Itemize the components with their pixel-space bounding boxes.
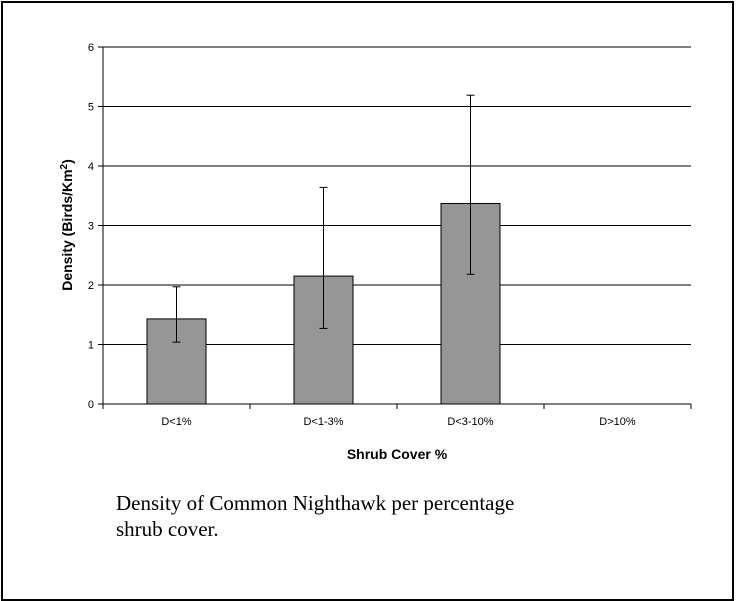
- y-tick-label: 1: [88, 340, 94, 352]
- x-tick-label: D>10%: [599, 416, 636, 428]
- y-axis-title: Density (Birds/Km2): [59, 159, 76, 291]
- y-tick-labels: 0 1 2 3 4 5 6: [88, 42, 94, 411]
- gridlines: [103, 46, 691, 345]
- x-tick-labels: D<1% D<1-3% D<3-10% D>10%: [161, 416, 636, 428]
- y-tick-label: 0: [88, 399, 94, 411]
- x-tick-label: D<3-10%: [447, 416, 493, 428]
- bar-chart: 0 1 2 3 4 5 6 D<1% D<1-3% D<3-10% D>10% Shrub Cov…: [59, 42, 692, 462]
- y-tick-label: 6: [88, 42, 94, 54]
- error-bars: [172, 94, 475, 343]
- y-tick-label: 5: [88, 102, 94, 114]
- y-tick-label: 4: [88, 161, 94, 173]
- y-tick-label: 3: [88, 221, 94, 233]
- y-tick-label: 2: [88, 280, 94, 292]
- x-tick-label: D<1%: [161, 416, 191, 428]
- axes: [98, 46, 692, 409]
- x-axis-title: Shrub Cover %: [347, 446, 448, 462]
- figure-caption: Density of Common Nighthawk per percenta…: [116, 491, 515, 541]
- x-tick-label: D<1-3%: [303, 416, 343, 428]
